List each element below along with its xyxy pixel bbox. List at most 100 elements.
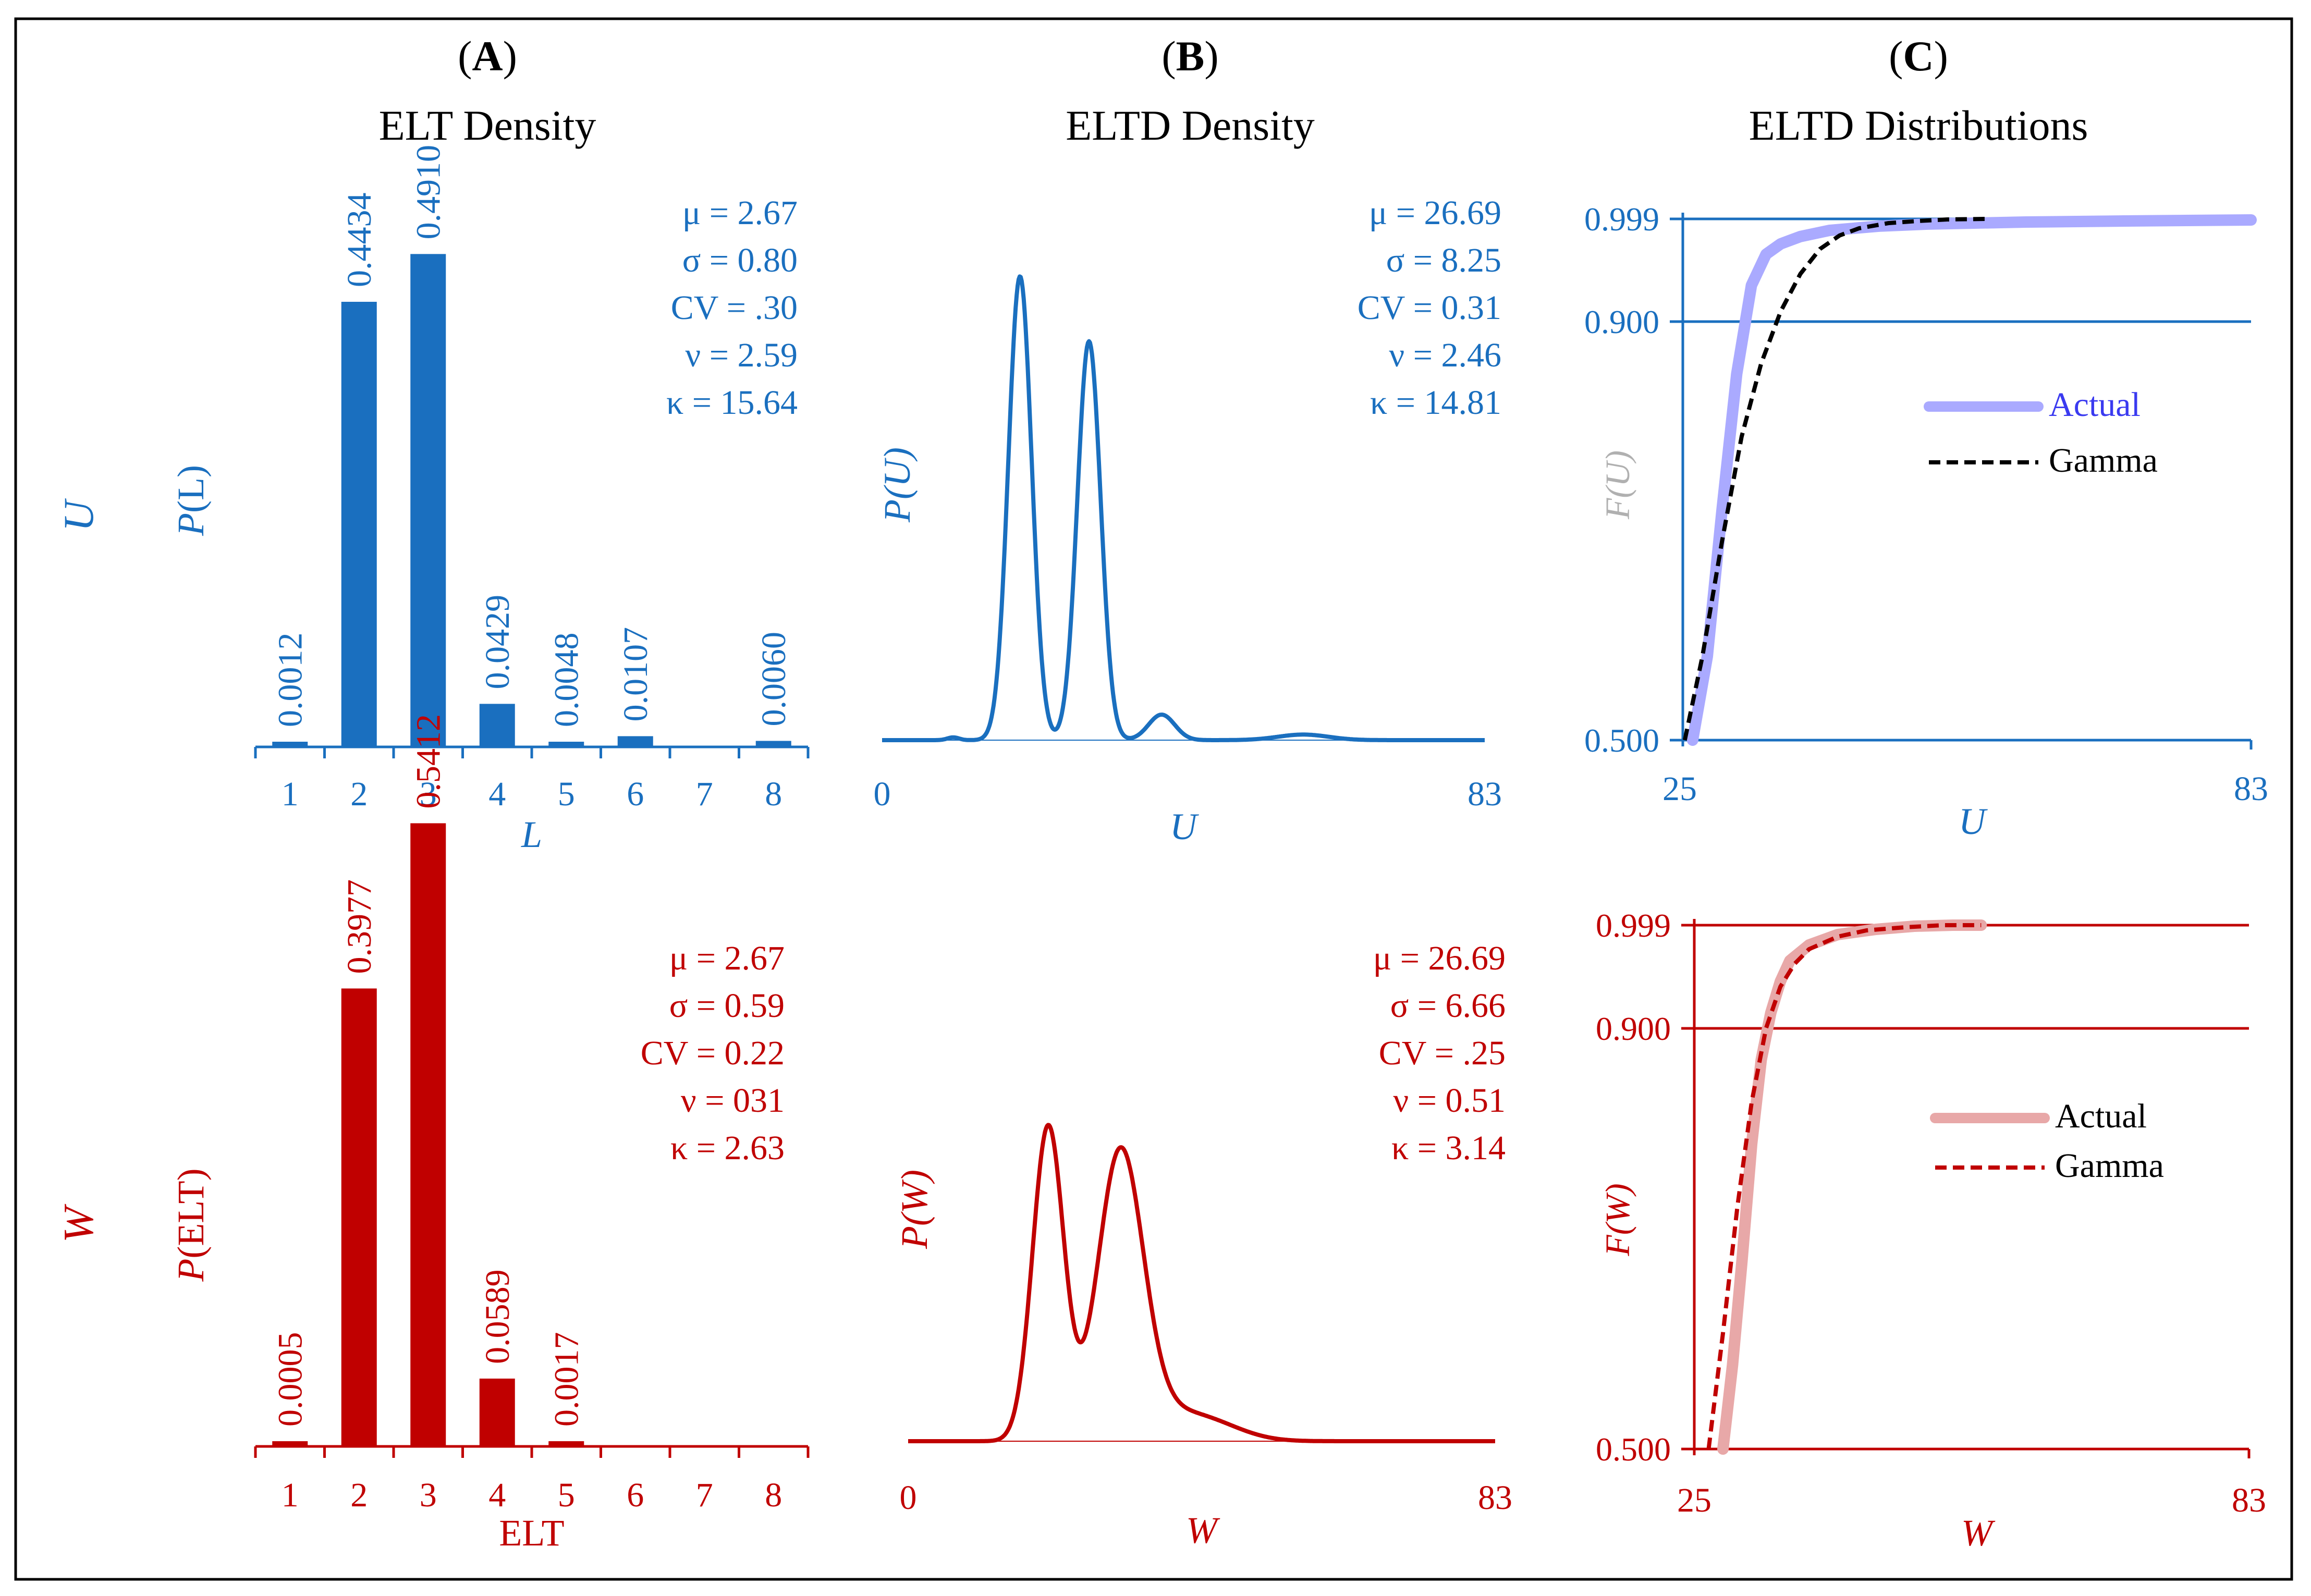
x-tick-label: 83 [1468, 775, 1502, 813]
bar [410, 254, 446, 747]
x-tick-label: 5 [558, 1476, 575, 1514]
y-axis-label-rest: (U) [876, 447, 918, 499]
x-tick-label: 6 [627, 1476, 644, 1514]
bar-value-label: 0.0017 [547, 1332, 585, 1427]
bar-value-label: 0.0429 [479, 595, 517, 690]
stat-line: μ = 2.67 [669, 939, 785, 977]
bar [548, 1441, 584, 1446]
stat-line: CV = .25 [1379, 1034, 1506, 1072]
y-tick-label: 0.999 [1596, 907, 1671, 944]
x-tick-label: 0 [874, 775, 891, 813]
bar [410, 823, 446, 1446]
y-axis-label-rest: (L) [170, 465, 212, 513]
x-tick-label: 4 [488, 1476, 506, 1514]
x-tick-label: 6 [627, 775, 644, 813]
x-tick-label: 8 [765, 775, 782, 813]
bar [548, 742, 584, 747]
bar-value-label: 0.5412 [409, 714, 447, 809]
bar [617, 736, 653, 747]
legend-label-actual: Actual [2055, 1097, 2147, 1135]
y-axis-label: P(ELT) [170, 1168, 212, 1282]
y-axis-label: P(L) [170, 465, 212, 536]
x-tick-label: 83 [2232, 1481, 2266, 1519]
y-axis-label-p: P [876, 499, 918, 523]
stat-line: κ = 2.63 [670, 1129, 785, 1167]
x-axis-label: ELT [499, 1512, 564, 1554]
x-tick-label: 2 [350, 1476, 368, 1514]
x-tick-label: 83 [2234, 770, 2268, 808]
panel-c-label: (C) [1889, 32, 1948, 80]
x-tick-label: 1 [282, 775, 299, 813]
y-tick-label: 0.999 [1584, 201, 1659, 238]
y-axis-label-p: P [170, 1259, 212, 1282]
bar [341, 302, 377, 747]
stat-line: ν = 0.51 [1393, 1082, 1506, 1120]
density-W-chart: 0 83 W P(W) μ = 26.69 σ = 6.66 CV = .25 ν = 0.5… [894, 939, 1512, 1551]
y-axis-label-p: P [894, 1226, 935, 1249]
x-tick-label: 4 [488, 775, 506, 813]
bar [479, 704, 515, 747]
bar [479, 1378, 515, 1446]
row-label-u: U [55, 498, 102, 532]
charts: 0.0012 1 0.4434 2 0.4910 3 0.0429 4 0.0048 5 0.010… [170, 145, 2268, 1554]
x-tick-label: 1 [282, 1476, 299, 1514]
stat-line: CV = .30 [671, 289, 798, 327]
series-gamma [1682, 217, 1987, 741]
legend-label-gamma: Gamma [2055, 1147, 2164, 1185]
x-tick-label: 0 [900, 1479, 917, 1517]
panel-a-title: ELT Density [379, 102, 596, 149]
y-axis-label: P(W) [894, 1170, 935, 1249]
series-actual [1686, 214, 2257, 746]
bar-value-label: 0.3977 [340, 879, 378, 974]
x-axis-label: W [1961, 1512, 1996, 1554]
y-axis-label-p: P [170, 513, 212, 536]
x-tick-label: 83 [1478, 1479, 1512, 1517]
x-tick-label: 2 [350, 775, 368, 813]
bar-value-label: 0.0048 [547, 633, 585, 728]
x-tick-label: 7 [696, 775, 713, 813]
y-axis-label-rest: (W) [894, 1170, 935, 1226]
bar [272, 1441, 308, 1446]
x-tick-label: 3 [420, 775, 437, 813]
y-tick-label: 0.900 [1584, 303, 1659, 340]
x-tick-label: 5 [558, 775, 575, 813]
legend-label-actual: Actual [2049, 386, 2141, 424]
bar-value-label: 0.0005 [271, 1332, 309, 1427]
bar [341, 988, 377, 1446]
bar-value-label: 0.4434 [340, 193, 378, 288]
y-tick-label: 0.500 [1584, 722, 1659, 759]
y-axis-label: P(U) [876, 447, 918, 523]
stat-line: ν = 2.59 [685, 336, 798, 374]
bar-value-label: 0.0060 [755, 632, 793, 727]
stat-line: κ = 14.81 [1370, 384, 1501, 422]
panel-c-title: ELTD Distributions [1749, 102, 2088, 149]
stat-line: σ = 8.25 [1386, 241, 1501, 279]
x-axis-label: U [1170, 806, 1199, 848]
density-curve [907, 1123, 1497, 1443]
x-tick-label: 8 [765, 1476, 782, 1514]
x-axis-label: U [1959, 801, 1988, 842]
y-axis-label-rest: (ELT) [170, 1168, 212, 1258]
y-axis-label: F(W) [1599, 1183, 1637, 1256]
stat-line: σ = 0.59 [669, 987, 785, 1025]
panel-titles: (A) ELT Density (B) ELTD Density (C) ELT… [379, 32, 2088, 149]
y-axis-label: F(U) [1599, 450, 1637, 520]
x-tick-label: 7 [696, 1476, 713, 1514]
density-curve [881, 274, 1486, 742]
stat-line: CV = 0.31 [1358, 289, 1501, 327]
stat-line: μ = 26.69 [1373, 939, 1506, 977]
stat-line: ν = 031 [681, 1082, 785, 1120]
legend-label-gamma: Gamma [2049, 441, 2158, 480]
bar-value-label: 0.0589 [479, 1269, 517, 1364]
row-label-w: W [55, 1204, 102, 1243]
panel-a-label: (A) [458, 32, 517, 80]
x-tick-label: 25 [1662, 770, 1697, 808]
stat-line: σ = 6.66 [1390, 987, 1506, 1025]
bar-value-label: 0.0012 [271, 633, 309, 728]
panel-b-label: (B) [1161, 32, 1218, 80]
bar [272, 742, 308, 747]
x-tick-label: 25 [1677, 1481, 1711, 1519]
